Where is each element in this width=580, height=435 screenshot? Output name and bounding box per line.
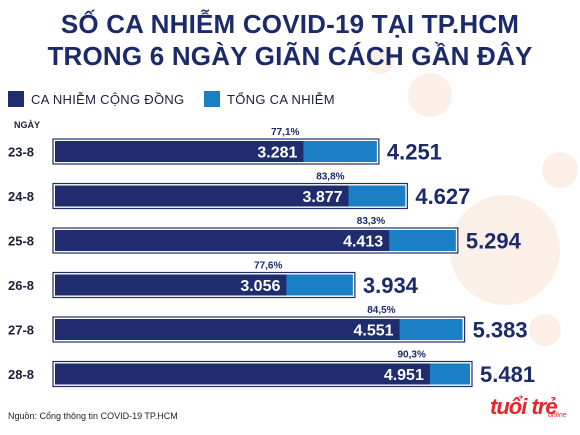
data-label-total: 5.383 bbox=[473, 318, 528, 343]
legend-label-total: TỔNG CA NHIỄM bbox=[227, 91, 335, 107]
percent-label: 84,5% bbox=[367, 305, 395, 316]
percent-label: 77,1% bbox=[271, 127, 299, 138]
percent-label: 90,3% bbox=[398, 350, 426, 361]
source-note: Nguồn: Cổng thông tin COVID-19 TP.HCM bbox=[8, 411, 178, 421]
data-label-community: 4.951 bbox=[384, 367, 424, 384]
data-label-community: 4.551 bbox=[354, 323, 394, 340]
percent-label: 77,6% bbox=[254, 261, 282, 272]
bar-frame bbox=[52, 227, 459, 254]
bar-frame bbox=[52, 271, 356, 299]
bar-community bbox=[55, 185, 349, 207]
title-line-1: SỐ CA NHIỄM COVID-19 TẠI TP.HCM bbox=[60, 9, 520, 39]
legend-label-community: CA NHIỄM CỘNG ĐỒNG bbox=[31, 91, 185, 107]
bar-frame bbox=[52, 182, 408, 210]
bar-community bbox=[55, 274, 287, 296]
legend-item-total: TỔNG CA NHIỄM bbox=[204, 91, 335, 107]
category-label: 26-8 bbox=[8, 278, 34, 293]
bar-community bbox=[55, 363, 430, 385]
category-label: 25-8 bbox=[8, 234, 34, 249]
category-axis-label: NGÀY bbox=[14, 120, 40, 130]
data-label-total: 5.294 bbox=[466, 229, 522, 254]
chart-title: SỐ CA NHIỄM COVID-19 TẠI TP.HCM TRONG 6 … bbox=[0, 8, 580, 72]
percent-label: 83,3% bbox=[357, 216, 385, 227]
bar-chart: NGÀY 23-8 3.281 4.251 77,1% 24-8 3.877 4.627 83… bbox=[8, 120, 535, 388]
title-line-2: TRONG 6 NGÀY GIÃN CÁCH GẦN ĐÂY bbox=[47, 41, 533, 71]
bar-community bbox=[55, 319, 400, 340]
data-label-total: 3.934 bbox=[363, 273, 419, 298]
data-label-total: 4.627 bbox=[415, 184, 470, 209]
legend-swatch-total bbox=[204, 91, 220, 107]
data-label-community: 3.877 bbox=[303, 189, 343, 206]
percent-label: 83,8% bbox=[316, 172, 344, 183]
data-label-total: 4.251 bbox=[387, 140, 442, 165]
category-label: 27-8 bbox=[8, 323, 34, 338]
legend-item-community: CA NHIỄM CỘNG ĐỒNG bbox=[8, 91, 184, 107]
bar-community bbox=[55, 141, 304, 162]
category-label: 28-8 bbox=[8, 367, 34, 382]
category-label: 23-8 bbox=[8, 145, 34, 160]
data-label-community: 3.056 bbox=[240, 278, 280, 295]
bar-frame bbox=[52, 360, 473, 388]
bar-community bbox=[55, 230, 390, 251]
category-label: 24-8 bbox=[8, 189, 34, 204]
brand-logo-sub: online bbox=[548, 412, 567, 419]
bar-frame bbox=[52, 138, 380, 165]
data-label-total: 5.481 bbox=[480, 362, 535, 387]
bar-frame bbox=[52, 316, 466, 343]
data-label-community: 4.413 bbox=[343, 234, 383, 251]
brand-logo: tuổi trẻ bbox=[490, 394, 558, 419]
legend-swatch-community bbox=[8, 91, 24, 107]
data-label-community: 3.281 bbox=[257, 145, 297, 162]
